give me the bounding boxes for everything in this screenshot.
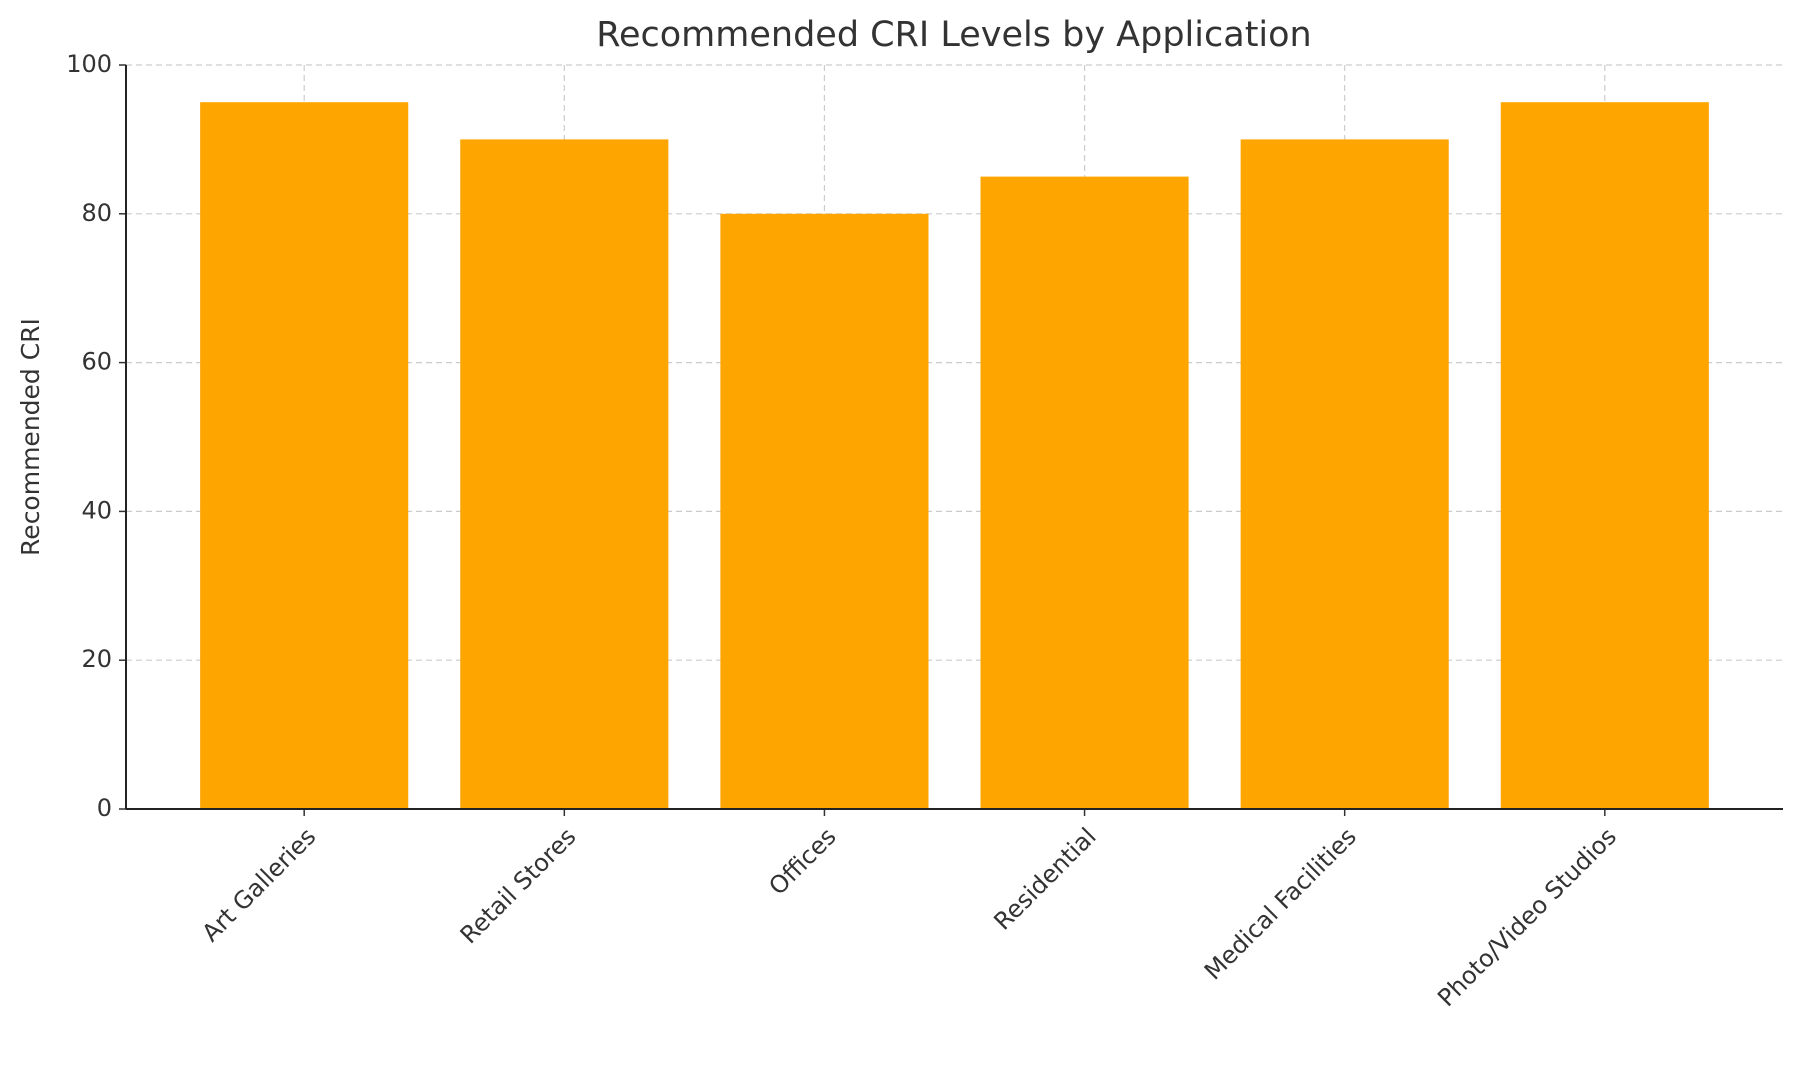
bar bbox=[720, 213, 929, 810]
chart-title: Recommended CRI Levels by Application bbox=[596, 15, 1312, 55]
bar bbox=[1500, 102, 1709, 809]
bar bbox=[1240, 139, 1449, 809]
bar bbox=[200, 102, 409, 809]
x-tick-label: Residential bbox=[988, 822, 1101, 935]
bar bbox=[980, 176, 1189, 810]
bar bbox=[460, 139, 669, 809]
x-tick-label: Photo/Video Studios bbox=[1432, 822, 1622, 1012]
x-tick-label: Offices bbox=[763, 822, 841, 900]
x-tick-label: Medical Facilities bbox=[1199, 822, 1362, 985]
y-tick-label: 100 bbox=[66, 50, 112, 78]
y-tick-label: 60 bbox=[81, 348, 112, 376]
y-tick-label: 40 bbox=[81, 496, 112, 524]
y-tick-label: 80 bbox=[81, 199, 112, 227]
y-axis-label: Recommended CRI bbox=[16, 318, 45, 556]
y-tick-label: 20 bbox=[81, 645, 112, 673]
y-tick-label: 0 bbox=[97, 794, 112, 822]
x-tick-label: Retail Stores bbox=[455, 822, 582, 949]
x-tick-label: Art Galleries bbox=[197, 822, 322, 947]
